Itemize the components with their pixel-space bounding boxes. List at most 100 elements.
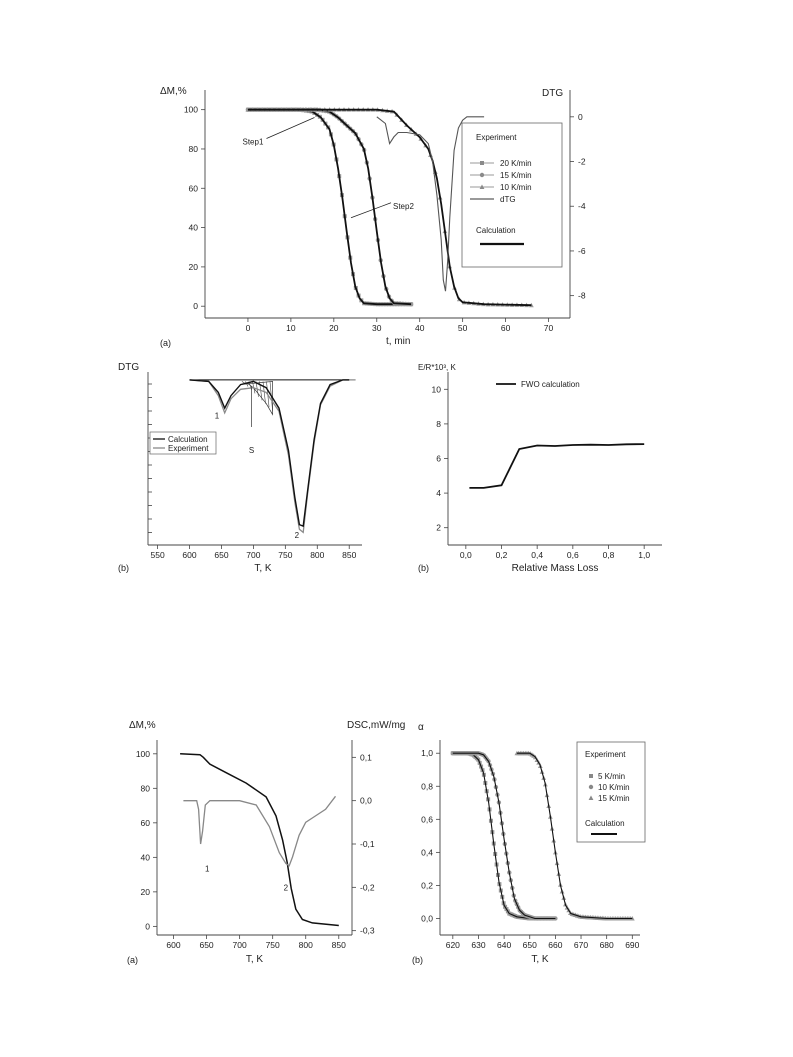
legend-marker-circle: [588, 784, 594, 790]
x-tick-label: 600: [182, 550, 196, 560]
y-axis-title: α: [418, 722, 424, 733]
legend-marker-square: [589, 774, 593, 778]
x-tick-label: 700: [233, 940, 247, 950]
y2-tick-label: -6: [578, 246, 586, 256]
x-tick-label: 700: [246, 550, 260, 560]
y-tick-label: 80: [141, 783, 151, 793]
x-tick-label: 60: [501, 323, 511, 333]
annotation-0: 1: [215, 411, 220, 420]
legend-entry-1: Experiment: [168, 444, 209, 453]
y2-tick-label: 0: [578, 112, 583, 122]
x-tick-label: 50: [458, 323, 468, 333]
annotation-1: 2: [284, 884, 289, 893]
fwo-line: [469, 443, 645, 489]
legend-box: [576, 741, 646, 843]
legend-experiment-title: Experiment: [476, 133, 517, 142]
legend-entry-1: 10 K/min: [598, 783, 630, 792]
series-0-calculation-line: [452, 752, 551, 920]
chart-activation-energy: 0,0 0,2 0,4 0,6 0,8 1,0 2 4 6 8 10 Relative Mass Lo…: [418, 363, 662, 574]
y2-axis-title: DSC,mW/mg: [347, 720, 405, 731]
tg-line: [180, 753, 339, 927]
x-tick-label: 750: [266, 940, 280, 950]
chart-conversion: 620 630 640 650 660 670 680 690 0,0 0,2 0,4 0,6 0,8 1…: [412, 722, 646, 965]
x-tick-label: 70: [544, 323, 554, 333]
panel-label: (a): [127, 955, 138, 965]
x-tick-label: 620: [446, 940, 460, 950]
legend-box: [149, 431, 217, 455]
y-tick-label: 100: [184, 105, 198, 115]
x-tick-label: 1,0: [638, 550, 650, 560]
chart-tg-dsc: 600 650 700 750 800 850 0 20 40 60 80 100 0,1 0,0 -0,1…: [127, 720, 405, 965]
x-tick-label: 0: [246, 323, 251, 333]
legend-entry-1: 15 K/min: [500, 171, 532, 180]
x-tick-label: 680: [600, 940, 614, 950]
calculation-line: [189, 379, 350, 528]
legend-calculation-title: Calculation: [476, 226, 516, 235]
series-1-calculation-line: [452, 752, 556, 920]
x-tick-label: 800: [299, 940, 313, 950]
y-tick-label: 0,2: [421, 880, 433, 890]
annotation-step1-arrow: [266, 117, 315, 139]
x-tick-label: 850: [342, 550, 356, 560]
x-axis-title: T, K: [246, 954, 264, 965]
y-tick-label: 0: [193, 301, 198, 311]
legend-calculation-title: Calculation: [585, 819, 625, 828]
legend-entry-2: 15 K/min: [598, 794, 630, 803]
y2-tick-label: -0,1: [360, 839, 375, 849]
y-tick-label: 0,4: [421, 847, 433, 857]
region-s-outline: [240, 381, 273, 416]
annotation-step1: Step1: [243, 138, 264, 147]
y-tick-label: 0: [145, 921, 150, 931]
x-tick-label: 40: [415, 323, 425, 333]
y-tick-label: 1,0: [421, 748, 433, 758]
y-axis-title: ΔM,%: [160, 86, 187, 97]
dsc-line: [183, 795, 337, 867]
y-axis-title: E/R*10³, K: [418, 363, 456, 372]
legend-entry-3: dTG: [500, 195, 516, 204]
x-tick-label: 800: [310, 550, 324, 560]
x-tick-label: 0,2: [496, 550, 508, 560]
y2-tick-label: -0,3: [360, 926, 375, 936]
x-tick-label: 670: [574, 940, 588, 950]
x-axis-title: Relative Mass Loss: [512, 563, 599, 574]
x-tick-label: 650: [199, 940, 213, 950]
y2-axis-title: DTG: [542, 88, 563, 99]
x-tick-label: 650: [214, 550, 228, 560]
x-tick-label: 750: [278, 550, 292, 560]
series-0-calculation-line: [247, 108, 412, 306]
legend-entry-0: Calculation: [168, 435, 208, 444]
y-axis-title: DTG: [118, 362, 139, 373]
annotation-2: 2: [295, 531, 300, 540]
y-tick-label: 4: [436, 488, 441, 498]
x-tick-label: 690: [625, 940, 639, 950]
chart-dtg-temperature: 550 600 650 700 750 800 850 T, K DTG (b) 1 S 2 Calcul…: [118, 362, 362, 574]
annotation-1: S: [249, 446, 254, 455]
legend-experiment-title: Experiment: [585, 750, 626, 759]
y2-tick-label: 0,0: [360, 796, 372, 806]
x-tick-label: 550: [150, 550, 164, 560]
x-tick-label: 10: [286, 323, 296, 333]
y-tick-label: 0,6: [421, 814, 433, 824]
region-s-hatch: [245, 381, 249, 387]
x-axis-title: t, min: [386, 336, 410, 347]
y-tick-label: 0,8: [421, 781, 433, 791]
x-tick-label: 0,0: [460, 550, 472, 560]
legend-entry-0: 20 K/min: [500, 159, 532, 168]
legend-marker-triangle: [479, 184, 485, 189]
y2-tick-label: -8: [578, 291, 586, 301]
y-tick-label: 60: [189, 183, 199, 193]
y-tick-label: 2: [436, 523, 441, 533]
panel-label: (b): [118, 563, 129, 573]
dtg-line: [376, 116, 485, 292]
y-tick-label: 6: [436, 454, 441, 464]
annotation-step2-arrow: [350, 202, 392, 219]
legend-entry-2: 10 K/min: [500, 183, 532, 192]
x-tick-label: 0,6: [567, 550, 579, 560]
chart-tg-time: 0 10 20 30 40 50 60 70 0 20 40 60 80 100 0 -2 -4 -6 -8 t, m…: [160, 86, 586, 348]
series-2-calculation-line: [247, 108, 532, 307]
x-tick-label: 0,4: [531, 550, 543, 560]
x-axis-title: T, K: [531, 954, 549, 965]
x-tick-label: 660: [548, 940, 562, 950]
y-tick-label: 8: [436, 419, 441, 429]
